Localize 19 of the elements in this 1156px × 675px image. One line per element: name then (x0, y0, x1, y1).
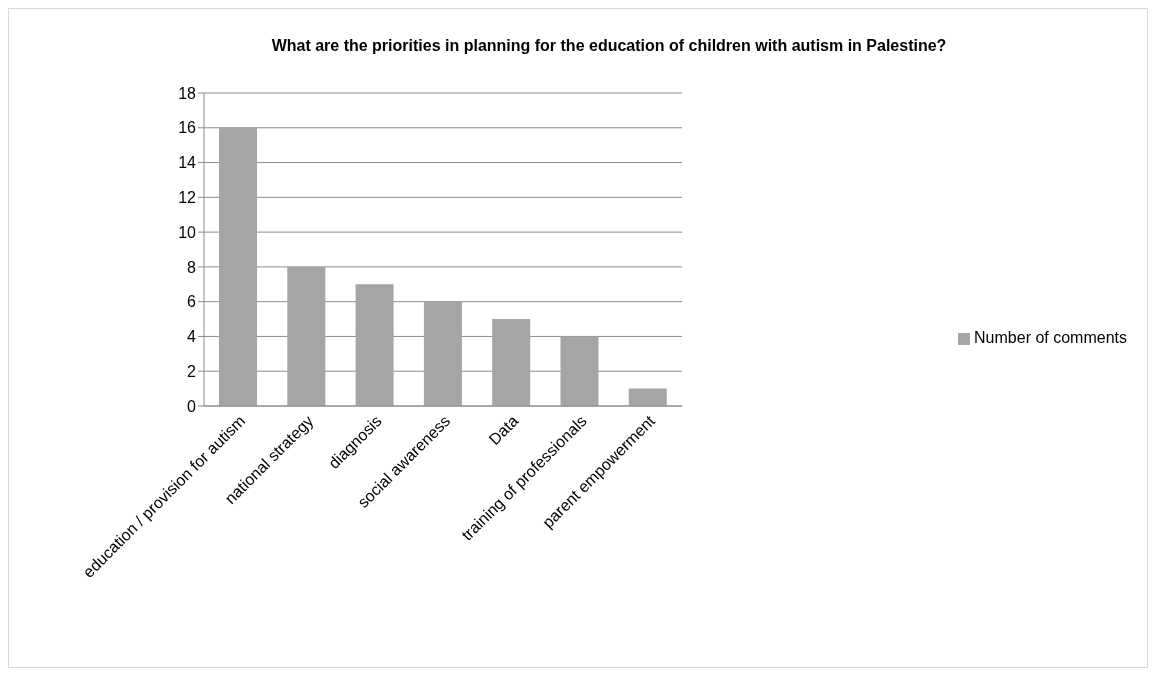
y-tick-label: 18 (178, 84, 197, 102)
y-tick-label: 8 (187, 258, 197, 276)
y-tick-label: 12 (178, 189, 197, 207)
bar (423, 301, 462, 406)
bar (287, 266, 326, 406)
legend-label: Number of comments (974, 329, 1127, 346)
y-tick-label: 6 (187, 293, 197, 311)
y-tick-label: 16 (178, 119, 197, 137)
bar (560, 336, 599, 406)
y-tick-label: 14 (178, 154, 197, 172)
bar (219, 127, 257, 406)
y-tick-label: 10 (178, 223, 197, 241)
y-tick-label: 4 (187, 328, 197, 346)
bar (355, 284, 394, 406)
y-tick-label: 2 (187, 362, 197, 380)
chart-title: What are the priorities in planning for the education of children with autism in Palestine? (270, 37, 948, 55)
y-tick-label: 0 (187, 397, 197, 415)
bar (628, 388, 667, 406)
bar (492, 319, 531, 406)
